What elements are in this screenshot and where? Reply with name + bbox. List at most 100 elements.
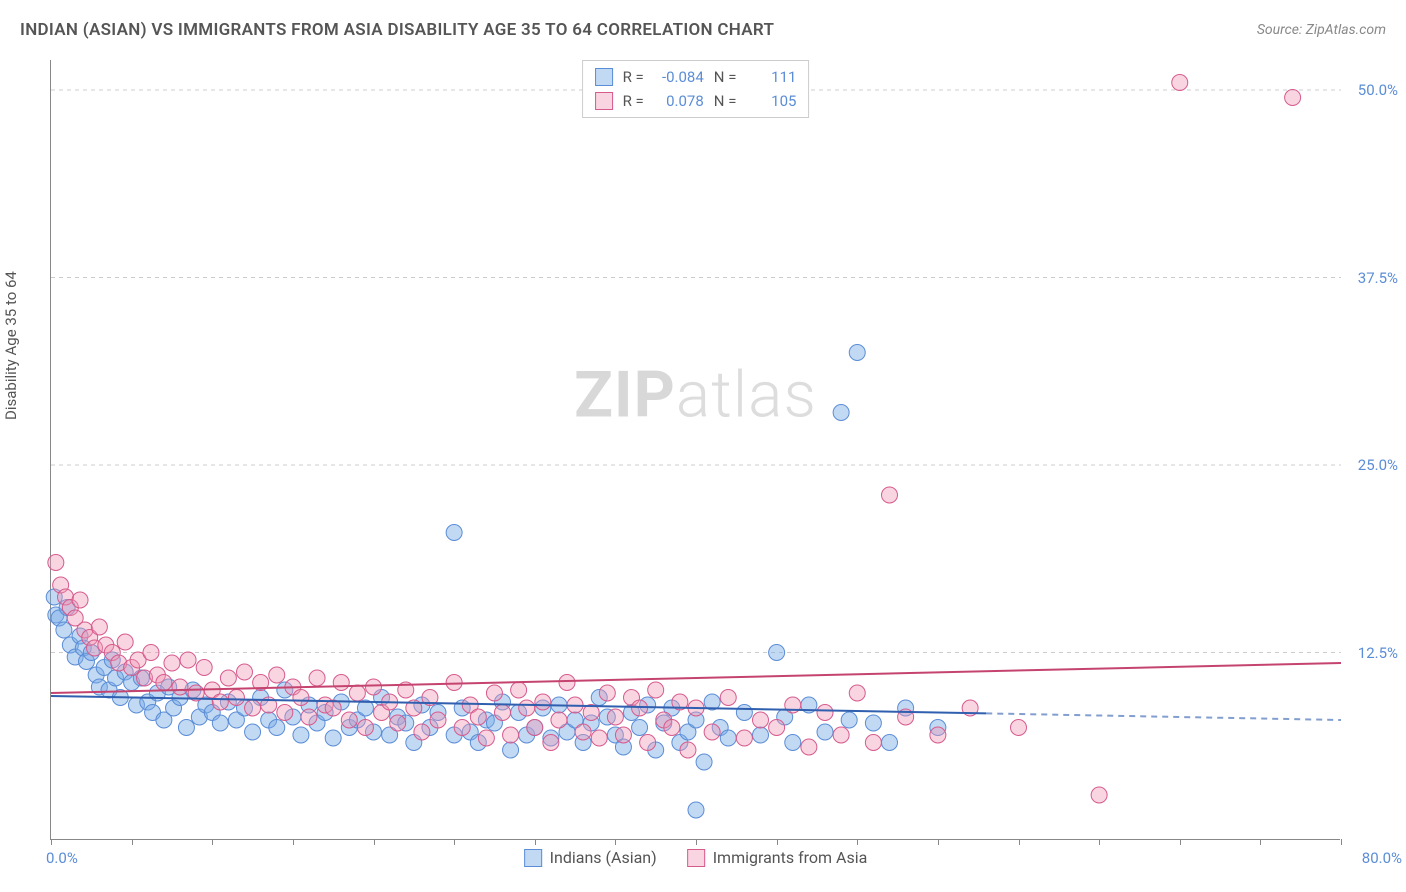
scatter-point [849, 685, 865, 701]
scatter-point [245, 724, 261, 740]
scatter-point [117, 634, 133, 650]
scatter-point [648, 682, 664, 698]
scatter-point [769, 645, 785, 661]
scatter-point [1172, 75, 1188, 91]
scatter-point [736, 705, 752, 721]
scatter-point [930, 727, 946, 743]
scatter-point [688, 802, 704, 818]
scatter-point [48, 555, 64, 571]
scatter-point [704, 724, 720, 740]
scatter-point [882, 735, 898, 751]
scatter-point [143, 645, 159, 661]
scatter-point [325, 700, 341, 716]
scatter-point [486, 685, 502, 701]
scatter-point [237, 664, 253, 680]
x-tick [1341, 839, 1342, 845]
legend-item-immigrants: Immigrants from Asia [687, 848, 868, 867]
scatter-point [245, 700, 261, 716]
swatch-immigrants-icon [595, 92, 613, 110]
x-tick [212, 839, 213, 845]
x-tick [1099, 839, 1100, 845]
scatter-point [720, 690, 736, 706]
scatter-point [301, 709, 317, 725]
scatter-point [293, 690, 309, 706]
scatter-point [575, 724, 591, 740]
scatter-point [817, 705, 833, 721]
scatter-point [309, 670, 325, 686]
scatter-point [1011, 720, 1027, 736]
legend-swatch-indians-icon [524, 849, 542, 867]
x-tick [1019, 839, 1020, 845]
scatter-point [414, 724, 430, 740]
scatter-point [519, 700, 535, 716]
x-tick [696, 839, 697, 845]
x-tick [938, 839, 939, 845]
scatter-point [696, 754, 712, 770]
x-tick [535, 839, 536, 845]
x-tick [374, 839, 375, 845]
scatter-point [511, 682, 527, 698]
scatter-point [333, 675, 349, 691]
scatter-point [801, 739, 817, 755]
scatter-point [390, 715, 406, 731]
scatter-point [632, 720, 648, 736]
scatter-point [785, 735, 801, 751]
y-tick-label: 25.0% [1358, 456, 1398, 474]
scatter-point [446, 525, 462, 541]
y-tick-label: 37.5% [1358, 269, 1398, 287]
scatter-point [753, 712, 769, 728]
r-value-indians: -0.084 [654, 65, 704, 89]
x-tick [293, 839, 294, 845]
stats-legend-box: R = -0.084 N = 111 R = 0.078 N = 105 [582, 60, 810, 118]
scatter-point [720, 730, 736, 746]
x-min-label: 0.0% [46, 849, 78, 867]
scatter-point [607, 709, 623, 725]
scatter-point [503, 727, 519, 743]
r-value-immigrants: 0.078 [654, 89, 704, 113]
scatter-point [156, 675, 172, 691]
scatter-point [366, 679, 382, 695]
scatter-point [849, 345, 865, 361]
x-tick [1260, 839, 1261, 845]
n-label: N = [714, 65, 737, 89]
n-value-immigrants: 105 [746, 89, 796, 113]
legend-label-immigrants: Immigrants from Asia [713, 848, 868, 867]
scatter-point [454, 720, 470, 736]
scatter-svg [51, 60, 1340, 839]
scatter-point [865, 715, 881, 731]
legend-swatch-immigrants-icon [687, 849, 705, 867]
scatter-point [615, 727, 631, 743]
scatter-point [212, 694, 228, 710]
x-max-label: 80.0% [1362, 849, 1402, 867]
x-tick [857, 839, 858, 845]
scatter-point [164, 655, 180, 671]
scatter-point [865, 735, 881, 751]
x-tick [1180, 839, 1181, 845]
x-tick [454, 839, 455, 845]
swatch-indians-icon [595, 68, 613, 86]
scatter-point [56, 622, 72, 638]
n-value-indians: 111 [746, 65, 796, 89]
x-tick [615, 839, 616, 845]
scatter-point [357, 720, 373, 736]
scatter-point [736, 730, 752, 746]
scatter-point [172, 679, 188, 695]
scatter-point [833, 727, 849, 743]
x-tick [51, 839, 52, 845]
scatter-point [769, 720, 785, 736]
scatter-point [817, 724, 833, 740]
scatter-point [212, 715, 228, 731]
scatter-point [1091, 787, 1107, 803]
r-label-2: R = [623, 89, 644, 113]
scatter-point [325, 730, 341, 746]
source-text: Source: ZipAtlas.com [1257, 22, 1386, 38]
scatter-point [882, 487, 898, 503]
scatter-point [503, 742, 519, 758]
scatter-point [91, 619, 107, 635]
scatter-point [277, 705, 293, 721]
scatter-point [680, 742, 696, 758]
scatter-point [478, 730, 494, 746]
scatter-point [559, 675, 575, 691]
plot-area: ZIPatlas 12.5%25.0%37.5%50.0% R = -0.084… [50, 60, 1340, 840]
y-tick-label: 12.5% [1358, 644, 1398, 662]
